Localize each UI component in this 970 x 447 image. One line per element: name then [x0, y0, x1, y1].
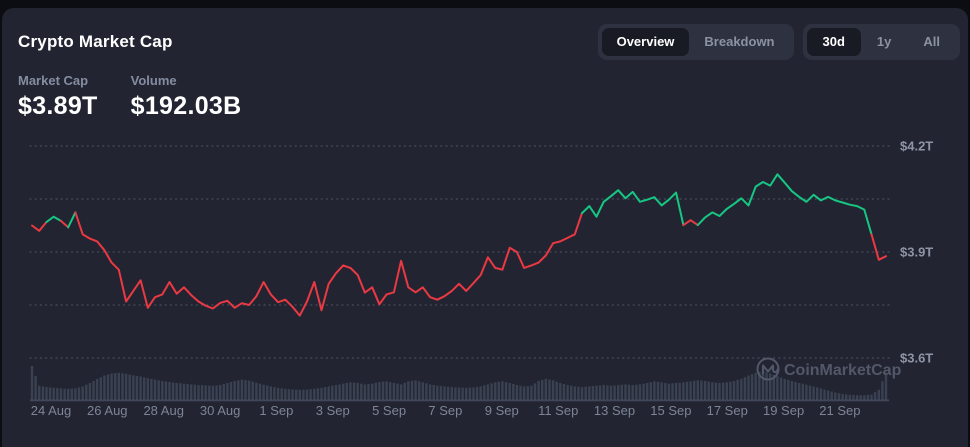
volume-baseline [30, 399, 889, 402]
svg-text:15 Sep: 15 Sep [650, 403, 691, 418]
page-title: Crypto Market Cap [18, 32, 173, 51]
market-cap-value: $3.89T [18, 92, 98, 120]
card-header: Crypto Market Cap Overview Breakdown 30d… [2, 8, 968, 60]
chart-gridlines [29, 145, 891, 359]
svg-text:19 Sep: 19 Sep [763, 403, 804, 418]
volume-stat: Volume $192.03B [131, 73, 242, 121]
svg-text:24 Aug: 24 Aug [31, 403, 72, 418]
svg-text:26 Aug: 26 Aug [87, 403, 128, 418]
svg-text:$3.9T: $3.9T [900, 245, 933, 260]
volume-label: Volume [130, 73, 177, 88]
svg-text:3 Sep: 3 Sep [316, 403, 350, 418]
range-30d[interactable]: 30d [806, 28, 861, 56]
tab-breakdown[interactable]: Breakdown [689, 28, 789, 56]
chart-controls: Overview Breakdown 30d 1y All [597, 24, 960, 60]
volume-value: $192.03B [130, 92, 242, 120]
coinmarketcap-logo-icon [756, 357, 780, 381]
svg-text:13 Sep: 13 Sep [594, 403, 635, 418]
y-axis-labels: $4.2T $3.9T $3.6T [900, 139, 933, 366]
svg-text:5 Sep: 5 Sep [372, 403, 406, 418]
svg-text:30 Aug: 30 Aug [200, 403, 241, 418]
crypto-market-cap-card: Crypto Market Cap Overview Breakdown 30d… [2, 8, 968, 447]
svg-text:9 Sep: 9 Sep [485, 403, 519, 418]
svg-text:21 Sep: 21 Sep [819, 403, 860, 418]
market-cap-stat: Market Cap $3.89T [18, 73, 98, 121]
range-1y[interactable]: 1y [861, 28, 907, 56]
stats-row: Market Cap $3.89T Volume $192.03B [2, 73, 968, 121]
tab-overview[interactable]: Overview [601, 28, 690, 56]
range-all[interactable]: All [907, 28, 956, 56]
watermark-label: CoinMarketCap [784, 362, 902, 379]
view-toggle: Overview Breakdown [597, 24, 794, 60]
svg-text:$4.2T: $4.2T [900, 139, 933, 154]
svg-text:7 Sep: 7 Sep [428, 403, 462, 418]
market-cap-line [31, 173, 887, 317]
volume-bars [30, 366, 888, 401]
range-toggle: 30d 1y All [802, 24, 960, 60]
market-cap-label: Market Cap [18, 73, 89, 88]
coinmarketcap-watermark: CoinMarketCap [756, 357, 902, 381]
svg-text:17 Sep: 17 Sep [707, 403, 748, 418]
x-axis-labels: 24 Aug 26 Aug 28 Aug 30 Aug 1 Sep 3 Sep 5 Sep 7… [31, 403, 861, 418]
svg-text:1 Sep: 1 Sep [259, 403, 293, 418]
svg-text:$3.6T: $3.6T [900, 351, 933, 366]
svg-text:28 Aug: 28 Aug [143, 403, 184, 418]
svg-text:11 Sep: 11 Sep [538, 403, 578, 418]
